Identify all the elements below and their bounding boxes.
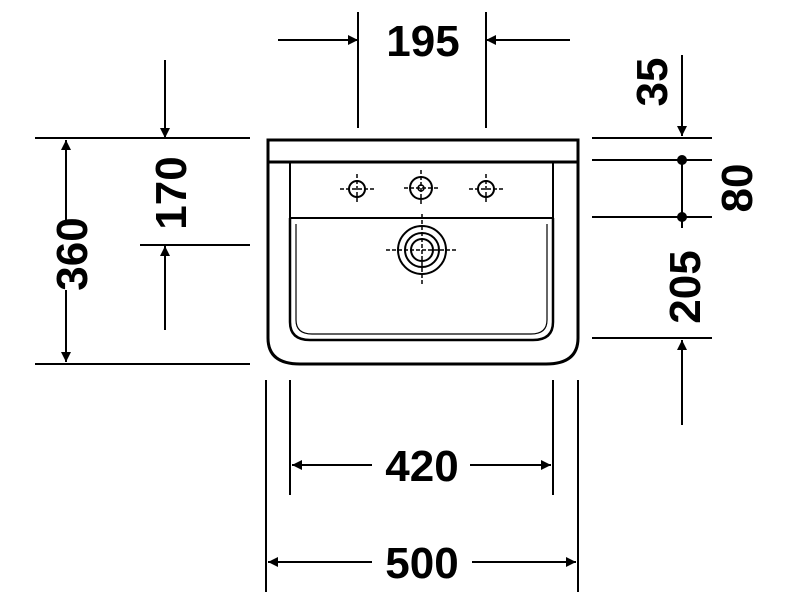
dimension-right-chain: [592, 55, 712, 425]
dimension-overflow-height-label: 80: [713, 164, 762, 213]
tap-hole-center: [404, 170, 438, 206]
drain-outlet: [386, 214, 458, 286]
dimension-rim-height-label: 35: [628, 58, 677, 107]
basin-outline: [266, 138, 580, 366]
dimension-top-offset-label: 170: [147, 156, 196, 229]
dimension-inner-width: 420: [289, 380, 554, 495]
dimension-overall-width-label: 500: [385, 539, 458, 588]
dimension-overall-width: 500: [265, 380, 579, 592]
dimension-node-dot-lower: [677, 212, 687, 222]
tap-hole-left: [340, 174, 374, 204]
dimension-hole-spacing-label: 195: [386, 17, 459, 66]
basin-rim: [266, 138, 580, 164]
tap-hole-right: [469, 174, 503, 204]
basin-bowl-inner-edge: [295, 224, 548, 335]
dimension-inner-width-label: 420: [385, 442, 458, 491]
dimension-node-dot-upper: [677, 155, 687, 165]
dimension-overall-depth: 360: [35, 137, 250, 365]
dimension-hole-spacing: 195: [278, 12, 570, 128]
dimension-bowl-depth-label: 205: [661, 250, 710, 323]
basin-outer-body: [266, 162, 580, 366]
basin-bowl: [288, 218, 555, 342]
dimension-overall-depth-label: 360: [48, 217, 97, 290]
dimension-top-offset: 170: [140, 60, 250, 330]
